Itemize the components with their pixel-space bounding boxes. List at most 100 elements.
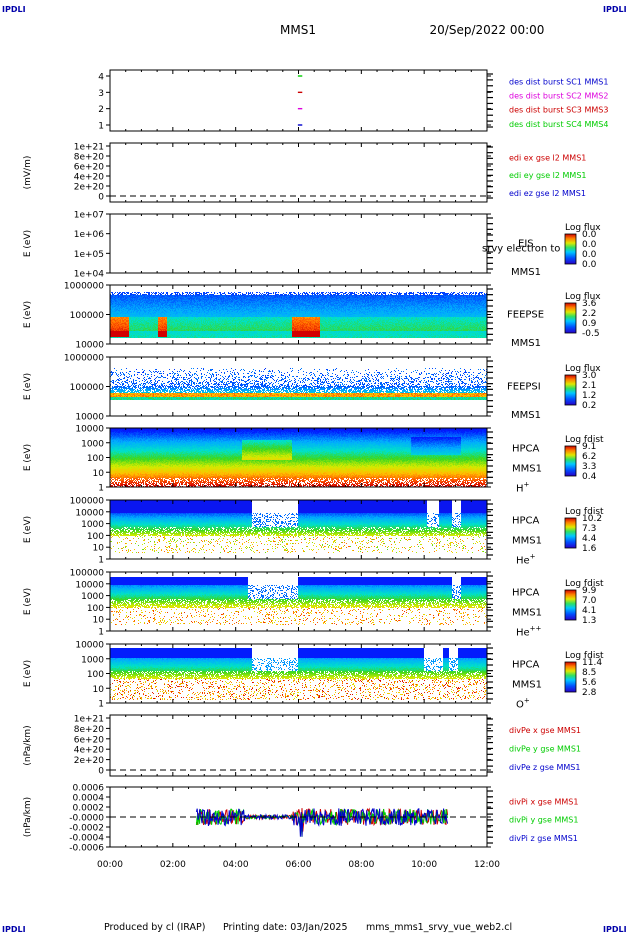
side-label-instrument-hpca_hepp: HPCA — [512, 588, 540, 599]
colorbar-value-eis: 0.0 — [582, 260, 597, 270]
colorbar-value-feepsi: 1.2 — [582, 391, 596, 401]
ytick-label-divpi: -0.0006 — [69, 844, 104, 854]
spectrogram-hpca_hepp — [110, 572, 487, 631]
colorbar-value-feepsi: 3.0 — [582, 371, 597, 381]
panel-frame-divpe — [109, 714, 488, 777]
legend-entry-burst: des dist burst SC2 MMS2 — [509, 92, 608, 101]
yaxis-title-feepsi: E (eV) — [23, 373, 33, 400]
ytick-label-divpe: 6e+20 — [74, 735, 105, 745]
panel-hpca_o: 10000 1000 100 10 1 E (eV) HPCA MMS1 O+ Log fdist… — [23, 641, 604, 711]
ytick-label-eis: 1e+06 — [74, 230, 105, 240]
ytick-label-feepsi: 1000000 — [64, 354, 104, 364]
panel-eis: 1e+07 1e+06 1e+05 1e+04 E (eV) EIS MMS1 srvy el… — [23, 211, 601, 280]
ytick-label-hpca_hepp: 1000 — [81, 592, 104, 602]
colorbar-hpca_hepp — [564, 589, 577, 621]
ytick-label-hpca_h: 1 — [98, 484, 104, 494]
colorbar-value-hpca_h: 9.1 — [582, 442, 596, 452]
ytick-label-burst: 2 — [98, 105, 104, 115]
ytick-label-hpca_he: 100000 — [70, 497, 105, 507]
colorbar-title-eis: Log flux — [565, 223, 601, 233]
yaxis-title-hpca_hepp: E (eV) — [23, 588, 33, 615]
ytick-label-hpca_he: 1 — [98, 556, 104, 566]
legend-entry-burst: des dist burst SC1 MMS1 — [509, 77, 608, 86]
ytick-label-divpe: 4e+20 — [74, 746, 105, 756]
ytick-label-edi: 0 — [98, 193, 104, 203]
ytick-label-burst: 3 — [98, 89, 104, 99]
side-label-instrument-hpca_h: HPCA — [512, 444, 540, 455]
ytick-label-divpi: 0.0006 — [73, 784, 105, 794]
colorbar-value-hpca_he: 10.2 — [582, 514, 602, 524]
spectrogram-feepse — [110, 285, 487, 344]
ytick-label-hpca_h: 10000 — [75, 425, 104, 435]
colorbar-value-hpca_hepp: 9.9 — [582, 586, 597, 596]
footer-printing-date: Printing date: 03/Jan/2025 — [223, 922, 348, 933]
ytick-label-hpca_he: 100 — [87, 532, 104, 542]
colorbar-value-feepse: 0.9 — [582, 319, 597, 329]
colorbar-value-hpca_h: 0.4 — [582, 472, 597, 482]
footer-produced-by: Produced by cl (IRAP) — [104, 922, 205, 933]
spectrogram-hpca_o — [110, 644, 487, 703]
legend-entry-edi: edi ey gse l2 MMS1 — [509, 171, 587, 180]
yaxis-title-hpca_o: E (eV) — [23, 660, 33, 687]
colorbar-value-hpca_h: 6.2 — [582, 452, 596, 462]
colorbar-value-hpca_he: 1.6 — [582, 544, 597, 554]
side-label-spacecraft-feepse: MMS1 — [511, 338, 541, 349]
yaxis-title-edi: (mV/m) — [23, 156, 33, 190]
side-label-species-hpca_hepp: He++ — [516, 625, 542, 639]
legend-entry-edi: edi ex gse l2 MMS1 — [509, 153, 586, 162]
panel-feepsi: 1000000 100000 10000 E (eV) FEEPSI MMS1 Log fl… — [23, 354, 601, 423]
ytick-label-divpe: 2e+20 — [74, 756, 105, 766]
ytick-label-eis: 1e+04 — [74, 270, 105, 280]
colorbar-eis — [564, 233, 577, 265]
xtick-label: 08:00 — [348, 860, 374, 870]
colorbar-value-hpca_hepp: 7.0 — [582, 596, 597, 606]
colorbar-value-feepse: 3.6 — [582, 299, 597, 309]
overlay-label-eis: srvy electron to — [482, 244, 560, 255]
colorbar-title-hpca_h: Log fdist — [565, 435, 604, 445]
ytick-label-divpe: 1e+21 — [74, 715, 104, 725]
ytick-label-hpca_o: 10 — [93, 685, 105, 695]
spectrogram-hpca_he — [110, 500, 487, 559]
ytick-label-burst: 1 — [98, 122, 104, 132]
colorbar-value-hpca_hepp: 1.3 — [582, 616, 596, 626]
panel-divpi: 0.00060.00040.0002-0.0000-0.0002-0.0004-… — [23, 784, 578, 854]
ytick-label-hpca_h: 100 — [87, 454, 104, 464]
ytick-label-edi: 2e+20 — [74, 183, 105, 193]
corner-label-top-right: IPDLI — [603, 5, 627, 14]
colorbar-value-hpca_o: 8.5 — [582, 668, 596, 678]
legend-entry-divpi: divPi z gse MMS1 — [509, 834, 578, 843]
colorbar-value-feepsi: 2.1 — [582, 381, 596, 391]
yaxis-title-divpe: (nPa/km) — [23, 725, 33, 765]
side-label-species-hpca_h: H+ — [516, 481, 530, 495]
ytick-label-hpca_o: 1000 — [81, 655, 104, 665]
yaxis-title-hpca_he: E (eV) — [23, 516, 33, 543]
ytick-label-hpca_hepp: 10 — [93, 616, 105, 626]
ytick-label-edi: 1e+21 — [74, 143, 104, 153]
panel-burst: 4 3 2 1 des dist burst SC1 MMS1 des dist burs… — [98, 69, 608, 132]
colorbar-hpca_he — [564, 517, 577, 549]
ytick-label-divpi: -0.0004 — [69, 834, 104, 844]
side-label-instrument-hpca_o: HPCA — [512, 660, 540, 671]
divpi-series-2 — [195, 807, 449, 837]
ytick-label-hpca_o: 10000 — [75, 641, 104, 651]
yaxis-title-hpca_h: E (eV) — [23, 444, 33, 471]
side-label-species-hpca_o: O+ — [516, 697, 530, 711]
panel-hpca_h: 10000 1000 100 10 1 E (eV) HPCA MMS1 H+ Log fdist… — [23, 425, 604, 495]
colorbar-title-feepsi: Log flux — [565, 364, 601, 374]
colorbar-hpca_h — [564, 445, 577, 477]
ytick-label-eis: 1e+05 — [74, 250, 104, 260]
ytick-label-divpe: 0 — [98, 767, 104, 777]
side-label-instrument-feepse: FEEPSE — [507, 310, 544, 321]
ytick-label-feepse: 1000000 — [64, 282, 104, 292]
spectrogram-feepsi — [110, 357, 487, 416]
ytick-label-feepsi: 100000 — [70, 383, 105, 393]
xtick-label: 04:00 — [223, 860, 249, 870]
legend-entry-divpi: divPi y gse MMS1 — [509, 816, 578, 825]
divpi-series-1 — [195, 808, 449, 837]
ytick-label-hpca_hepp: 100000 — [70, 569, 105, 579]
legend-entry-burst: des dist burst SC4 MMS4 — [509, 120, 608, 129]
panel-frame-edi — [109, 142, 488, 203]
